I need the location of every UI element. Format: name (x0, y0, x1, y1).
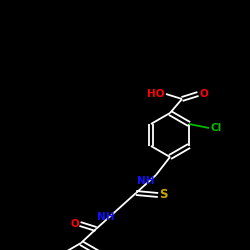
Text: Cl: Cl (210, 123, 221, 133)
Text: O: O (199, 89, 208, 99)
Text: S: S (159, 188, 168, 202)
Text: NH: NH (98, 212, 115, 222)
Text: HO: HO (148, 89, 165, 99)
Text: NH: NH (138, 176, 155, 186)
Text: O: O (70, 219, 79, 229)
